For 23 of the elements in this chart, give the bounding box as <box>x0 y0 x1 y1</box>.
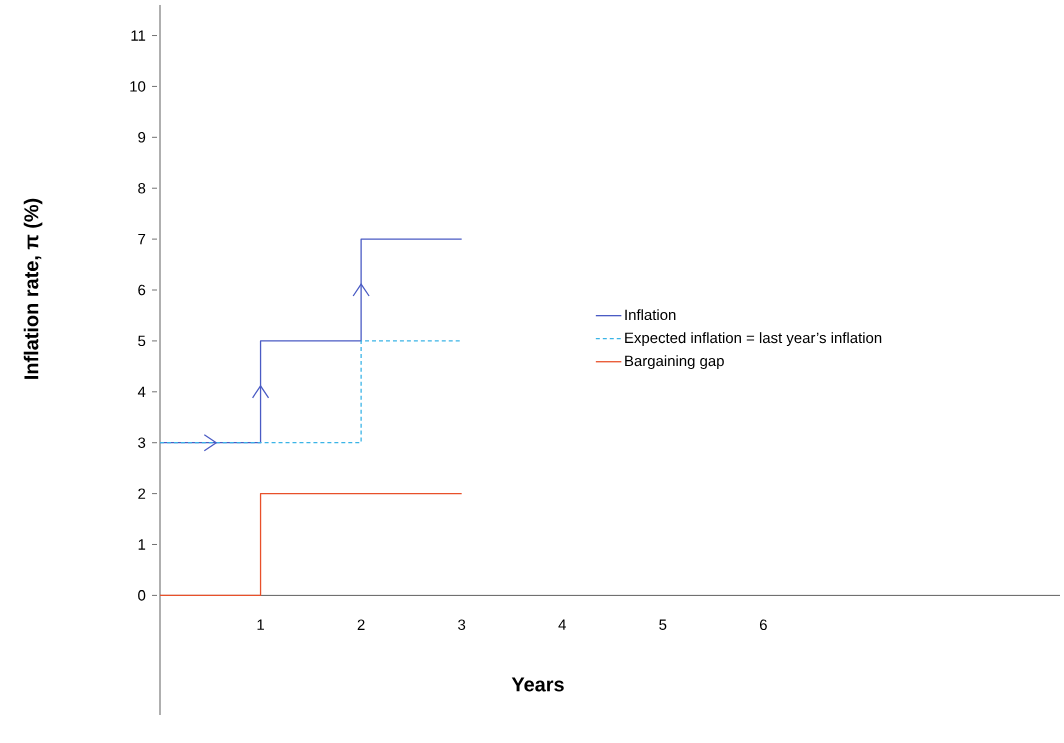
y-tick-label: 8 <box>138 182 146 194</box>
x-axis-title: Years <box>511 677 564 692</box>
legend-label: Expected inflation = last year’s inflation <box>625 332 882 347</box>
legend-label: Bargaining gap <box>625 355 724 370</box>
x-tick-label: 2 <box>357 619 365 630</box>
x-tick-label: 3 <box>458 619 466 631</box>
legend-label: Inflation <box>625 309 676 321</box>
y-tick-label: 11 <box>131 30 146 41</box>
y-tick-label: 10 <box>130 81 146 92</box>
y-tick-label: 3 <box>138 437 146 448</box>
x-tick-label: 6 <box>759 619 767 631</box>
x-tick-label: 4 <box>558 619 566 630</box>
y-tick-label: 4 <box>137 386 146 397</box>
y-tick-label: 0 <box>138 590 146 601</box>
y-tick-label: 5 <box>138 335 146 347</box>
y-tick-label: 1 <box>138 539 146 550</box>
y-axis-title: Inflation rate, π (%) <box>23 198 43 379</box>
y-tick-label: 9 <box>138 132 146 143</box>
x-tick-label: 5 <box>659 619 667 630</box>
y-tick-label: 2 <box>138 488 146 499</box>
y-tick-label: 7 <box>138 233 146 245</box>
y-tick-label: 6 <box>138 284 146 296</box>
x-tick-label: 1 <box>257 619 264 630</box>
